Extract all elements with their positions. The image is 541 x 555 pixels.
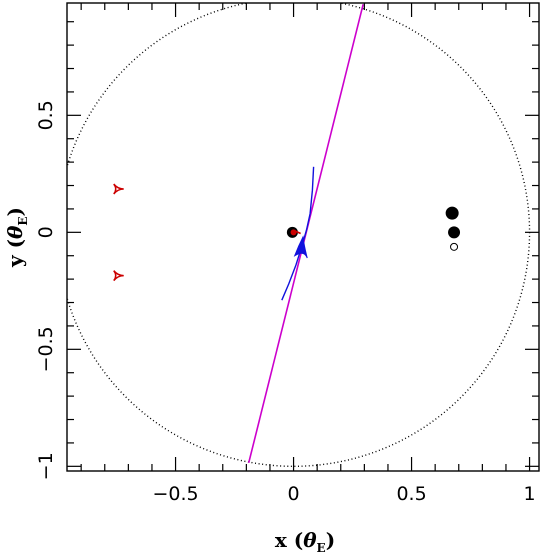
plot-frame xyxy=(66,2,540,472)
y-tick-label: −1 xyxy=(35,452,57,480)
red-planetary-caustic-2 xyxy=(113,270,124,282)
lens-mass-secondary xyxy=(290,229,297,236)
image-point-1 xyxy=(445,206,459,220)
y-tick-label: 0 xyxy=(35,226,57,238)
red-planetary-caustic-1 xyxy=(113,183,124,195)
y-axis-title: y (θE) xyxy=(3,207,30,268)
x-tick-label: 0 xyxy=(288,483,300,505)
y-tick-label: 0.5 xyxy=(35,100,57,130)
x-tick-label: −0.5 xyxy=(152,483,198,505)
image-point-3 xyxy=(450,242,459,251)
x-tick-label: 0.5 xyxy=(396,483,426,505)
x-tick-label: 1 xyxy=(524,483,536,505)
blue-caustic-cusp xyxy=(293,235,308,259)
image-point-2 xyxy=(448,226,461,239)
blue-caustic-curve xyxy=(281,166,315,301)
y-tick-label: −0.5 xyxy=(35,326,57,372)
x-axis-title: x (θE) xyxy=(275,528,335,555)
red-central-caustic xyxy=(293,229,301,235)
